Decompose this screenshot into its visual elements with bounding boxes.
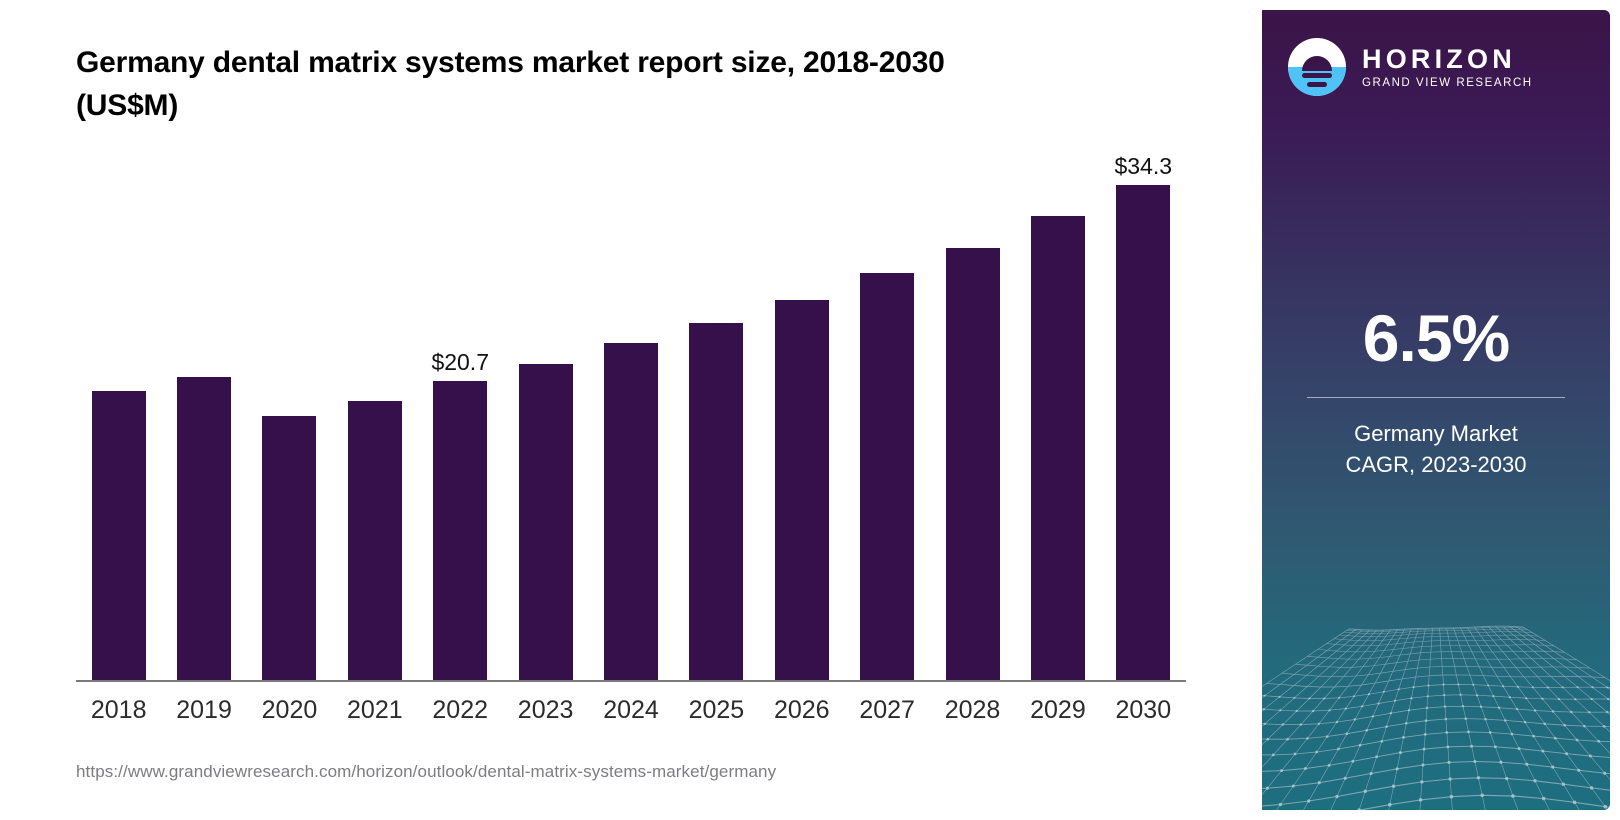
x-tick-2027: 2027 [859, 696, 915, 724]
cagr-caption-line2: CAGR, 2023-2030 [1345, 452, 1527, 478]
chart-title: Germany dental matrix systems market rep… [76, 42, 1166, 127]
chart-title-line2: (US$M) [76, 88, 179, 122]
logo-dome-shape [1302, 56, 1332, 71]
bar-plot-area: $20.7 $34.3 [76, 153, 1186, 680]
logo-bar-bottom [1307, 82, 1327, 87]
bar-2021[interactable] [347, 401, 402, 680]
logo-title: HORIZON [1362, 43, 1516, 74]
bar-2023[interactable] [518, 363, 573, 680]
cagr-divider [1307, 397, 1565, 398]
bar-2025[interactable] [689, 323, 744, 680]
x-tick-2029: 2029 [1030, 696, 1086, 724]
chart-title-line1: Germany dental matrix systems market rep… [76, 46, 945, 79]
bar-2027[interactable] [860, 272, 915, 680]
cagr-block: 6.5% Germany Market CAGR, 2023-2030 [1262, 305, 1610, 480]
bar-2030[interactable] [1116, 184, 1171, 680]
bar-2022[interactable] [433, 381, 488, 680]
cagr-caption-line1: Germany Market [1354, 421, 1518, 446]
x-tick-2025: 2025 [688, 696, 745, 724]
x-tick-2020: 2020 [261, 696, 318, 724]
bar-2029[interactable] [1030, 216, 1085, 680]
bar-2020[interactable] [262, 415, 317, 680]
x-tick-2023: 2023 [517, 696, 574, 724]
x-tick-2019: 2019 [176, 696, 232, 724]
branding-sidebar: HORIZON GRAND VIEW RESEARCH 6.5% Germany… [1262, 10, 1610, 810]
wireframe-terrain-graphic [1262, 625, 1610, 810]
bar-2024[interactable] [604, 343, 658, 680]
report-card: Germany dental matrix systems market rep… [10, 10, 1610, 810]
x-tick-2028: 2028 [944, 696, 1001, 724]
bar-2018[interactable] [91, 391, 146, 680]
bar-2019[interactable] [177, 376, 232, 680]
x-tick-2018: 2018 [90, 696, 147, 724]
logo-bar-top [1302, 73, 1332, 78]
logo-lower-half [1288, 67, 1346, 96]
x-tick-2024: 2024 [603, 696, 659, 724]
x-tick-2030: 2030 [1115, 696, 1172, 724]
bar-2026[interactable] [774, 300, 829, 680]
x-axis-line [76, 680, 1186, 682]
chart-panel: Germany dental matrix systems market rep… [10, 10, 1252, 810]
bar-value-label-2030: $34.3 [1114, 152, 1173, 179]
bar-2028[interactable] [945, 248, 1000, 680]
horizon-sunrise-icon [1288, 38, 1346, 96]
cagr-caption: Germany Market CAGR, 2023-2030 [1262, 418, 1610, 480]
bar-value-label-2022: $20.7 [431, 349, 489, 375]
logo-wordmark: HORIZON GRAND VIEW RESEARCH [1362, 43, 1533, 90]
logo-tagline: GRAND VIEW RESEARCH [1362, 77, 1533, 90]
x-tick-2022: 2022 [432, 696, 489, 724]
x-tick-2026: 2026 [773, 696, 830, 724]
horizon-logo[interactable]: HORIZON GRAND VIEW RESEARCH [1288, 38, 1533, 96]
x-tick-2021: 2021 [347, 696, 403, 724]
cagr-value: 6.5% [1362, 301, 1510, 375]
source-url[interactable]: https://www.grandviewresearch.com/horizo… [76, 762, 777, 781]
